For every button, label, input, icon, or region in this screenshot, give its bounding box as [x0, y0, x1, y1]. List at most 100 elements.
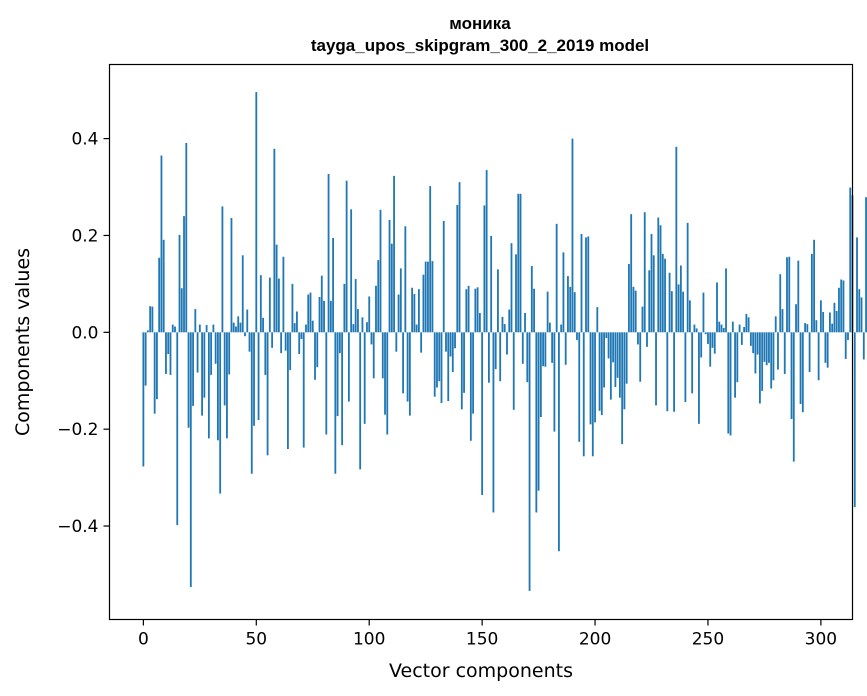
- y-tick-label: −0.4: [57, 517, 98, 537]
- bar: [198, 324, 201, 333]
- bar: [765, 332, 768, 366]
- y-tick-label: 0.4: [71, 130, 98, 150]
- bar: [695, 328, 698, 333]
- bar: [788, 256, 791, 333]
- bar: [167, 332, 170, 355]
- bar: [334, 332, 337, 474]
- bar: [395, 332, 398, 352]
- bar: [397, 294, 400, 333]
- bar: [311, 320, 314, 333]
- bar: [648, 270, 651, 333]
- bar: [754, 332, 757, 374]
- bar: [488, 332, 490, 383]
- bar: [849, 187, 852, 333]
- x-tick-label: 0: [138, 630, 149, 650]
- bar: [447, 332, 450, 402]
- bar: [345, 180, 348, 333]
- bar: [745, 313, 748, 333]
- bar: [463, 332, 465, 393]
- bar: [838, 287, 840, 333]
- bar: [686, 222, 689, 333]
- bar: [553, 332, 556, 432]
- bar: [580, 234, 583, 333]
- bar: [291, 283, 294, 333]
- bar: [241, 255, 244, 333]
- bar: [842, 280, 845, 333]
- bar: [429, 186, 432, 333]
- bar: [205, 325, 208, 333]
- plot-frame: [108, 63, 854, 621]
- bar: [341, 332, 344, 446]
- bar: [212, 324, 215, 333]
- bar: [478, 312, 481, 333]
- bar: [388, 219, 391, 333]
- bar: [795, 304, 797, 333]
- bar: [578, 332, 581, 442]
- bar: [160, 155, 163, 333]
- bar: [519, 193, 522, 333]
- bar: [813, 239, 816, 333]
- bar: [571, 138, 574, 333]
- bar: [700, 332, 703, 358]
- bar: [368, 296, 371, 333]
- bar: [783, 332, 786, 374]
- bar: [826, 332, 829, 368]
- bar: [390, 243, 393, 333]
- bar: [702, 292, 705, 333]
- bar: [808, 332, 811, 373]
- bar: [720, 324, 723, 333]
- y-axis: −0.4 −0.2 0.0 0.2 0.4: [57, 130, 110, 537]
- bar: [149, 306, 152, 333]
- bar: [596, 307, 599, 333]
- bar: [655, 332, 657, 406]
- bar: [363, 332, 366, 424]
- bar: [693, 324, 696, 333]
- bar: [772, 332, 775, 381]
- bar: [375, 285, 377, 333]
- bar: [494, 332, 497, 370]
- bar: [259, 275, 262, 333]
- x-tick-label: 50: [245, 630, 267, 650]
- bar: [641, 306, 644, 333]
- bar: [257, 332, 260, 420]
- bar: [673, 332, 675, 412]
- bar: [856, 237, 858, 333]
- bar: [736, 332, 739, 383]
- bar: [761, 332, 764, 391]
- x-tick-label: 300: [805, 630, 837, 650]
- bar: [548, 322, 551, 333]
- bar: [415, 324, 418, 333]
- bar: [329, 300, 332, 333]
- bar: [219, 332, 222, 494]
- bar: [300, 332, 303, 340]
- bar: [664, 258, 666, 333]
- bar: [499, 332, 502, 382]
- bar: [187, 332, 190, 428]
- bar: [332, 237, 334, 333]
- bar: [560, 324, 563, 333]
- bar: [384, 332, 386, 415]
- bar: [185, 142, 188, 333]
- bar: [239, 322, 242, 333]
- bar: [472, 332, 474, 414]
- bar: [411, 287, 414, 333]
- bar: [790, 332, 793, 419]
- bar: [743, 326, 746, 333]
- bar: [763, 332, 766, 362]
- bar: [217, 332, 219, 441]
- bar: [481, 332, 484, 496]
- bar: [860, 297, 863, 333]
- bar: [729, 332, 732, 436]
- bar: [223, 332, 226, 406]
- bar: [408, 332, 411, 416]
- bar: [533, 288, 535, 333]
- bar: [165, 332, 167, 374]
- bar: [646, 332, 648, 347]
- bar: [237, 316, 240, 333]
- bar: [551, 332, 554, 363]
- bar: [858, 289, 861, 333]
- bar: [305, 324, 307, 333]
- bar: [483, 205, 486, 333]
- bar: [228, 332, 231, 375]
